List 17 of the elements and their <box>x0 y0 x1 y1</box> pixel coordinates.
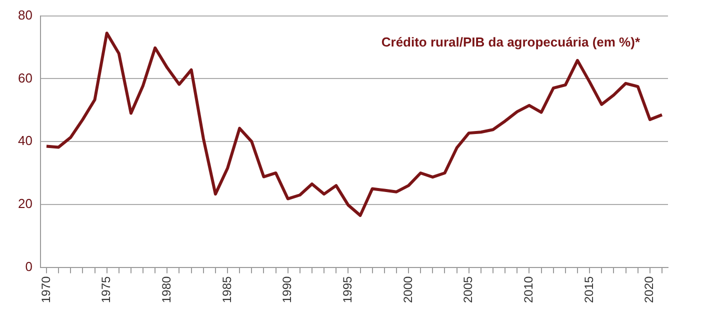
x-tick-label: 1995 <box>340 276 355 304</box>
y-tick-label: 60 <box>18 70 32 86</box>
y-tick-label: 0 <box>25 258 32 274</box>
y-tick-label: 40 <box>18 133 32 148</box>
x-tick-label: 2020 <box>642 276 656 304</box>
x-tick-label: 2015 <box>582 276 596 304</box>
x-tick-label: 1990 <box>280 276 294 304</box>
x-tick-label: 1980 <box>159 276 174 304</box>
y-tick-label: 20 <box>18 196 32 212</box>
x-tick-label: 2000 <box>400 276 415 304</box>
x-tick-label: 1970 <box>38 276 53 304</box>
x-tick-label: 2005 <box>461 276 476 304</box>
x-tick-label: 1985 <box>220 276 234 304</box>
x-tick-label: 1975 <box>99 276 114 304</box>
x-tick-label: 2010 <box>522 276 536 304</box>
y-tick-label: 80 <box>18 7 32 22</box>
text: Crédito rural/PIB da agropecuária (em %)* <box>381 34 641 50</box>
